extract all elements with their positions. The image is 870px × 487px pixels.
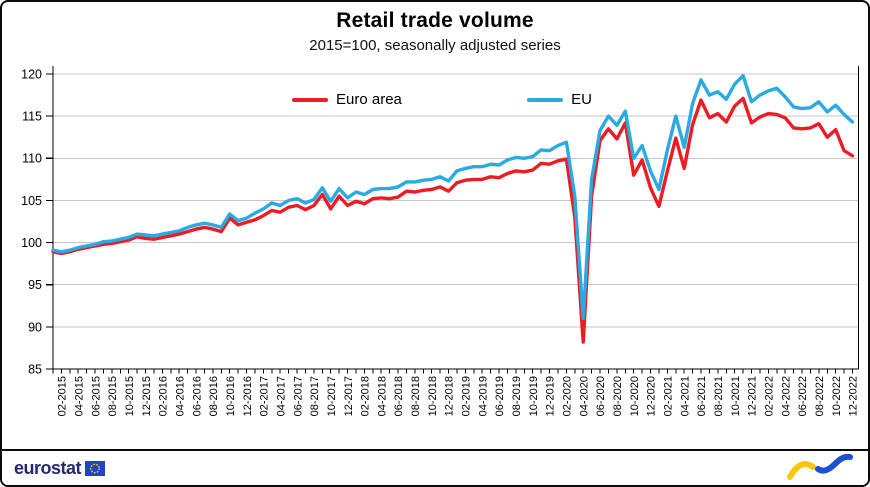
- eu-flag-icon: [85, 460, 106, 476]
- x-tick-label: 04-2016: [174, 376, 186, 416]
- chart-svg: 85 90 95 100 105 110 115 120 02-2015 04-2015 06-20…: [21, 66, 860, 416]
- x-tick-label: 12-2016: [242, 376, 254, 416]
- page-title: Retail trade volume: [336, 9, 534, 32]
- x-tick-label: 10-2019: [528, 376, 540, 416]
- x-tick-label: 04-2015: [73, 376, 85, 416]
- x-tick-label: 08-2016: [208, 376, 220, 416]
- y-tick-label: 115: [22, 110, 42, 124]
- x-tick-label: 10-2021: [730, 376, 742, 416]
- x-tick-label: 02-2016: [158, 376, 170, 416]
- x-tick-label: 10-2022: [831, 376, 843, 416]
- x-tick-label: 08-2022: [814, 376, 826, 416]
- legend-item-eu: EU: [527, 91, 592, 108]
- y-tick-label: 105: [21, 194, 42, 208]
- legend-label-euro-area: Euro area: [336, 91, 402, 108]
- x-tick-label: 04-2018: [376, 376, 388, 416]
- y-tick-label: 90: [28, 320, 42, 334]
- chart-subtitle: 2015=100, seasonally adjusted series: [309, 37, 561, 54]
- x-tick-label: 12-2018: [444, 376, 456, 416]
- swoosh-icon: [787, 454, 853, 480]
- x-tick-label: 10-2016: [225, 376, 237, 416]
- eurostat-wordmark: eurostat: [14, 457, 82, 478]
- eurostat-logo: eurostat: [14, 457, 106, 479]
- series-line-euro-area: [51, 96, 855, 344]
- x-tick-label: 10-2018: [427, 376, 439, 416]
- x-tick-label: 02-2020: [562, 376, 574, 416]
- legend-item-euro-area: Euro area: [292, 91, 402, 108]
- x-tick-label: 12-2019: [545, 376, 557, 416]
- x-tick-label: 06-2015: [90, 376, 102, 416]
- legend-swatch-euro-area: [292, 97, 328, 102]
- x-tick-label: 08-2020: [612, 376, 624, 416]
- y-tick-label: 110: [22, 152, 42, 166]
- x-tick-label: 02-2018: [360, 376, 372, 416]
- x-tick-label: 08-2018: [410, 376, 422, 416]
- x-tick-label: 12-2021: [747, 376, 759, 416]
- x-tick-label: 08-2017: [309, 376, 321, 416]
- x-tick-label: 12-2022: [848, 376, 860, 416]
- x-tick-label: 08-2015: [107, 376, 119, 416]
- x-tick-label: 06-2016: [191, 376, 203, 416]
- y-tick-label: 95: [28, 278, 42, 292]
- x-tick-label: 04-2020: [578, 376, 590, 416]
- x-tick-label: 04-2019: [477, 376, 489, 416]
- x-tick-label: 08-2021: [713, 376, 725, 416]
- y-tick-label: 100: [21, 236, 42, 250]
- x-tick-label: 06-2020: [595, 376, 607, 416]
- legend-swatch-eu: [527, 97, 564, 102]
- x-tick-label: 06-2019: [494, 376, 506, 416]
- x-tick-label: 06-2022: [797, 376, 809, 416]
- x-tick-label: 10-2017: [326, 376, 338, 416]
- x-tick-label: 02-2019: [461, 376, 473, 416]
- x-tick-label: 02-2017: [259, 376, 271, 416]
- y-tick-label: 120: [21, 67, 42, 81]
- legend-label-eu: EU: [571, 91, 592, 108]
- x-tick-label: 04-2022: [780, 376, 792, 416]
- x-tick-label: 10-2015: [124, 376, 136, 416]
- x-tick-label: 12-2017: [343, 376, 355, 416]
- x-tick-label: 06-2017: [292, 376, 304, 416]
- x-tick-label: 12-2015: [141, 376, 153, 416]
- legend: Euro area EU: [292, 91, 592, 108]
- x-tick-label: 08-2019: [511, 376, 523, 416]
- x-tick-label: 02-2015: [57, 376, 69, 416]
- x-tick-label: 12-2020: [646, 376, 658, 416]
- x-tick-label: 04-2017: [275, 376, 287, 416]
- x-tick-label: 06-2021: [696, 376, 708, 416]
- x-tick-label: 02-2022: [764, 376, 776, 416]
- x-tick-label: 04-2021: [679, 376, 691, 416]
- x-tick-label: 10-2020: [629, 376, 641, 416]
- y-tick-label: 85: [28, 362, 42, 376]
- chart-header: Retail trade volume 2015=100, seasonally…: [2, 9, 868, 54]
- footer: eurostat: [2, 449, 868, 485]
- series-line-eu: [51, 73, 855, 321]
- x-tick-label: 02-2021: [663, 376, 675, 416]
- x-tick-label: 06-2018: [393, 376, 405, 416]
